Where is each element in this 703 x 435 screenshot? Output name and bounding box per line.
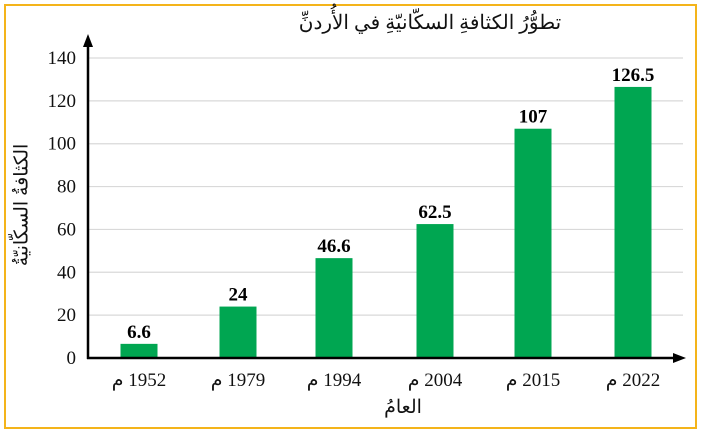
data-label: 107 — [519, 107, 548, 128]
bar — [614, 86, 652, 358]
data-label: 126.5 — [612, 65, 655, 86]
data-label: 6.6 — [127, 322, 151, 343]
x-axis-label: العامُ — [384, 397, 422, 418]
x-tick-label: 2004 م — [408, 370, 463, 391]
chart-title: تطوُّرُ الكثافةِ السكّانيّةِ في الأُردنِ… — [298, 12, 562, 34]
y-tick-label: 100 — [48, 134, 77, 155]
data-label: 46.6 — [317, 236, 350, 257]
y-tick-label: 120 — [48, 91, 77, 112]
data-label: 62.5 — [418, 202, 451, 223]
x-tick-label: 1994 م — [307, 370, 362, 391]
y-tick-label: 40 — [57, 262, 76, 283]
bar — [416, 224, 454, 358]
x-tick-label: 2015 م — [506, 370, 561, 391]
bar — [315, 258, 353, 358]
y-tick-label: 80 — [57, 177, 76, 198]
x-axis-arrow-icon — [673, 353, 686, 363]
y-tick-label: 140 — [48, 48, 77, 69]
bar — [219, 306, 257, 358]
y-tick-label: 0 — [67, 348, 77, 369]
bar — [120, 343, 158, 358]
bar — [514, 128, 552, 358]
x-tick-label: 1952 م — [112, 370, 167, 391]
x-tick-label: 1979 م — [211, 370, 266, 391]
y-tick-label: 60 — [57, 219, 76, 240]
y-tick-label: 20 — [57, 305, 76, 326]
y-axis-arrow-icon — [83, 34, 93, 47]
x-tick-label: 2022 م — [606, 370, 661, 391]
data-label: 24 — [229, 285, 249, 306]
